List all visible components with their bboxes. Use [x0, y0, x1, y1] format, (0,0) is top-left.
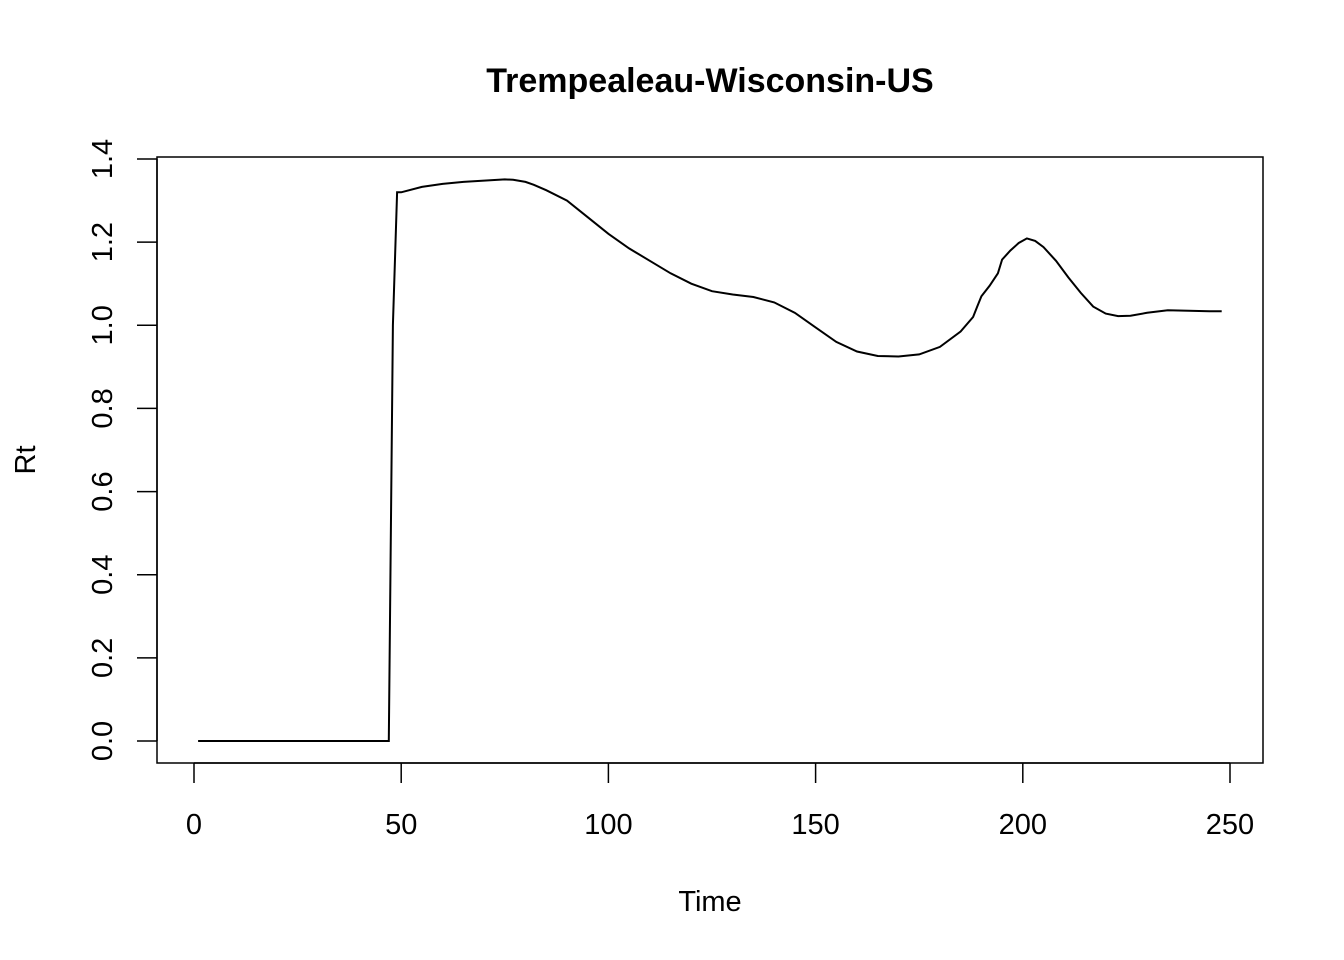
y-axis-label: Rt [10, 446, 42, 475]
chart-title: Trempealeau-Wisconsin-US [486, 62, 933, 100]
y-tick-label: 1.2 [87, 222, 119, 262]
y-tick-label: 0.4 [87, 555, 119, 595]
x-tick-label: 100 [584, 809, 632, 841]
y-tick-label: 1.0 [87, 305, 119, 345]
y-axis: 0.0 0.2 0.4 0.6 0.8 1.0 1.2 1.4 [87, 139, 158, 761]
plot-frame [156, 156, 1264, 764]
y-tick-label: 0.6 [87, 471, 119, 511]
x-tick-label: 150 [791, 809, 839, 841]
y-tick-label: 0.2 [87, 638, 119, 678]
x-axis-label: Time [678, 886, 741, 918]
x-axis: 0 50 100 150 200 250 [186, 762, 1254, 841]
x-tick-label: 200 [999, 809, 1047, 841]
x-tick-label: 50 [385, 809, 417, 841]
y-tick-label: 0.8 [87, 388, 119, 428]
y-tick-label: 0.0 [87, 721, 119, 761]
x-tick-label: 0 [186, 809, 202, 841]
x-tick-label: 250 [1206, 809, 1254, 841]
y-tick-label: 1.4 [87, 139, 119, 179]
rt-series-line [198, 178, 1222, 742]
